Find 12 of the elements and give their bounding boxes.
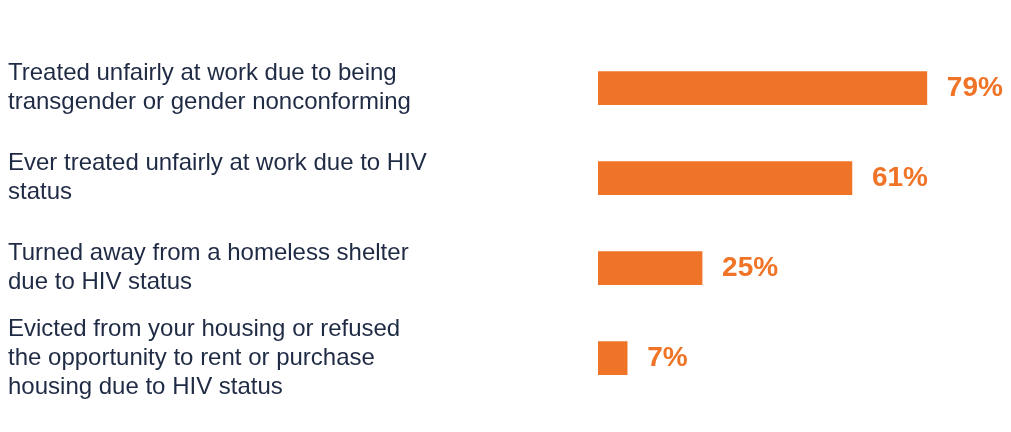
bar — [598, 71, 928, 106]
data-label: 61% — [871, 160, 929, 192]
y-tick-label: Treated unfairly at work due to being transgender or gender nonconforming — [8, 58, 411, 115]
bar — [598, 161, 853, 196]
bar — [598, 341, 628, 376]
bar — [598, 251, 703, 286]
y-tick-label: Turned away from a homeless shelter due to HIV status — [8, 238, 409, 295]
y-tick-label: Ever treated unfairly at work due to HIV status — [8, 148, 427, 205]
data-label: 79% — [946, 70, 1003, 102]
data-label: 25% — [722, 250, 779, 282]
y-tick-label: Evicted from your housing or refused the opportunity to rent or purchase housing due to HIV status — [8, 314, 401, 399]
data-label: 7% — [647, 340, 688, 372]
